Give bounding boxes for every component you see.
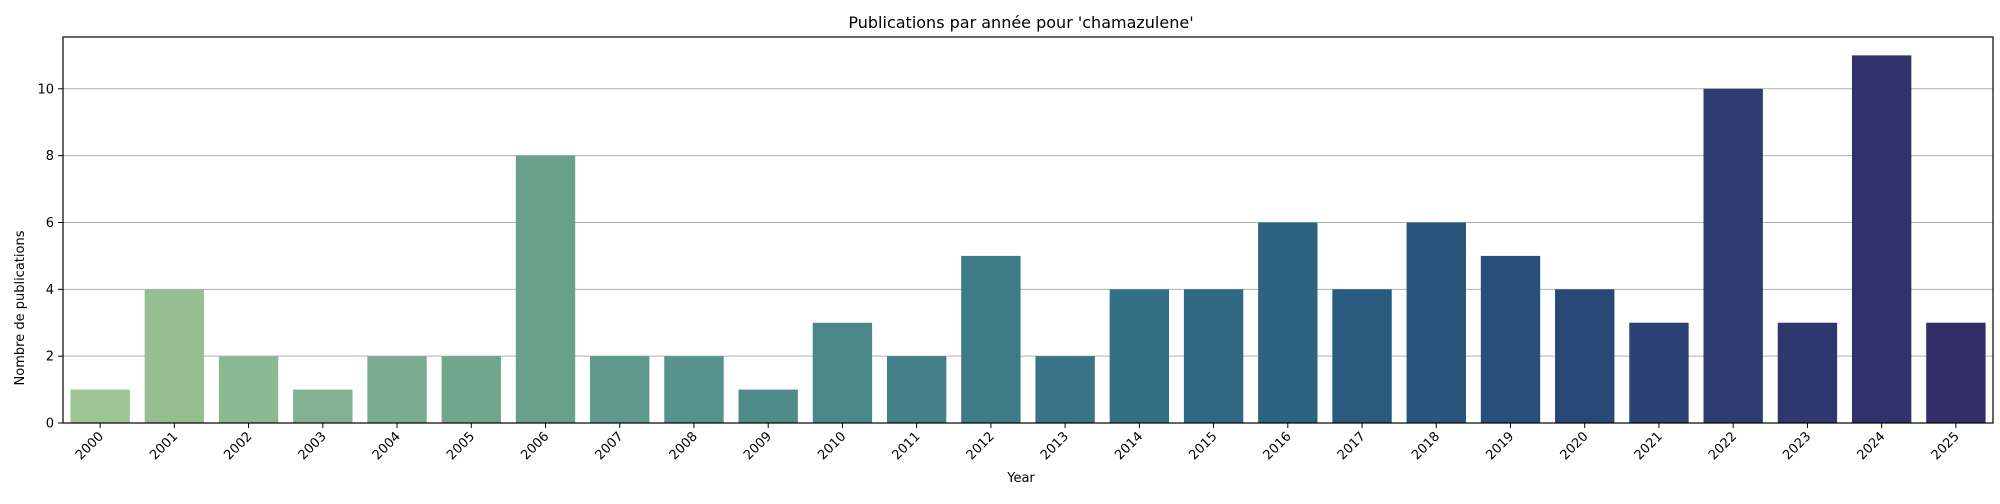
bar-2010 (812, 322, 873, 423)
x-tick-label-2008: 2008 (667, 429, 701, 463)
x-tick-label-2010: 2010 (815, 429, 849, 463)
bar-2018 (1406, 222, 1466, 423)
y-tick-label: 2 (46, 350, 54, 365)
bar-2005 (441, 356, 501, 423)
bars (70, 55, 1986, 423)
y-tick-label: 10 (37, 82, 54, 97)
x-tick-label-2001: 2001 (147, 429, 181, 463)
bar-2008 (664, 356, 724, 423)
x-tick-label-2019: 2019 (1483, 429, 1517, 463)
y-tick-label: 6 (46, 216, 54, 231)
bar-2009 (738, 389, 798, 423)
bar-2004 (367, 356, 427, 423)
bar-2024 (1851, 55, 1912, 423)
bar-2006 (515, 155, 576, 423)
bar-2023 (1777, 322, 1838, 423)
x-tick-label-2016: 2016 (1261, 429, 1295, 463)
bar-2002 (218, 356, 279, 423)
x-tick-label-2003: 2003 (296, 429, 330, 463)
bar-2025 (1926, 322, 1986, 423)
x-tick-label-2021: 2021 (1632, 429, 1666, 463)
bar-2001 (144, 289, 205, 423)
bar-2021 (1629, 322, 1689, 423)
x-tick-label-2023: 2023 (1780, 429, 1814, 463)
bar-2017 (1332, 289, 1392, 423)
bar-2014 (1109, 289, 1170, 423)
x-tick-label-2013: 2013 (1038, 429, 1072, 463)
bar-2015 (1183, 289, 1244, 423)
bar-2020 (1555, 289, 1615, 423)
bar-2000 (70, 389, 130, 423)
x-tick-label-2009: 2009 (741, 429, 775, 463)
x-tick-label-2007: 2007 (593, 429, 627, 463)
x-axis-label: Year (1006, 471, 1035, 486)
x-tick-label-2017: 2017 (1335, 429, 1369, 463)
bar-2012 (961, 255, 1021, 423)
x-tick-label-2005: 2005 (444, 429, 478, 463)
y-tick-label: 0 (46, 417, 54, 432)
bar-2022 (1703, 88, 1763, 423)
x-tick-label-2022: 2022 (1706, 429, 1740, 463)
bar-2007 (590, 356, 650, 423)
bar-2016 (1258, 222, 1318, 423)
x-tick-label-2024: 2024 (1854, 429, 1888, 463)
x-tick-label-2014: 2014 (1112, 429, 1146, 463)
x-tick-label-2015: 2015 (1186, 429, 1220, 463)
y-tick-label: 8 (46, 149, 54, 164)
x-tick-label-2006: 2006 (518, 429, 552, 463)
y-tick-label: 4 (46, 283, 54, 298)
chart-title: Publications par année pour 'chamazulene… (848, 13, 1193, 32)
bar-2013 (1035, 356, 1095, 423)
x-tick-label-2000: 2000 (73, 429, 107, 463)
x-tick-label-2002: 2002 (221, 429, 255, 463)
x-tick-label-2011: 2011 (889, 429, 923, 463)
x-tick-label-2018: 2018 (1409, 429, 1443, 463)
x-tick-label-2020: 2020 (1558, 429, 1592, 463)
bar-2011 (886, 356, 947, 423)
x-tick-label-2025: 2025 (1929, 429, 1963, 463)
x-tick-label-2004: 2004 (370, 429, 404, 463)
bar-2003 (293, 389, 353, 423)
x-tick-label-2012: 2012 (964, 429, 998, 463)
y-axis-label: Nombre de publications (13, 230, 28, 385)
plot-frame (62, 36, 1994, 424)
bar-2019 (1480, 255, 1541, 423)
